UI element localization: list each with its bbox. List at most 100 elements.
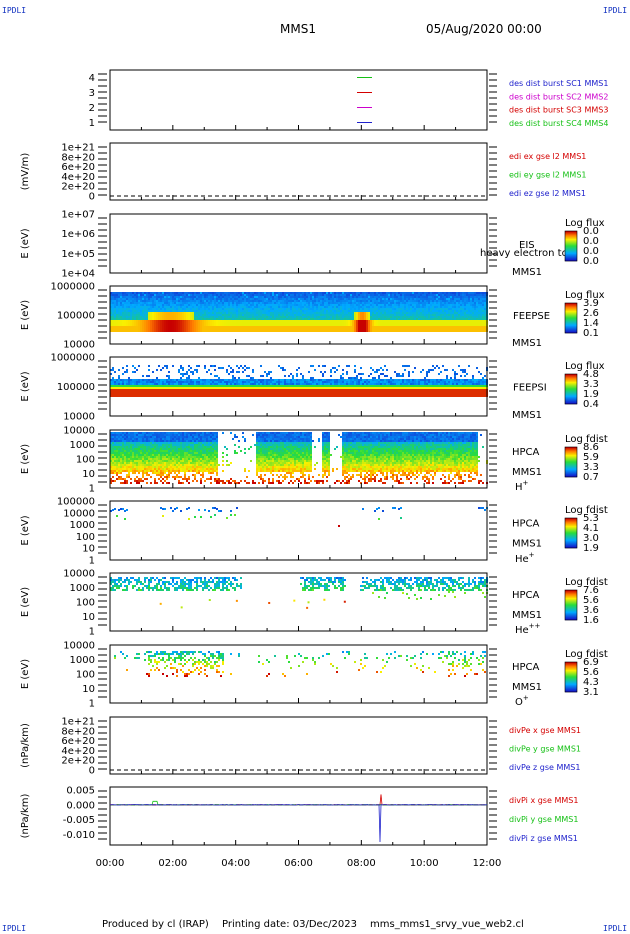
feeps-e-cell bbox=[212, 312, 214, 314]
feeps-e-cell bbox=[202, 292, 204, 294]
feeps-e-cell bbox=[208, 324, 210, 326]
feeps-e-cell bbox=[450, 292, 452, 294]
feeps-i-cell bbox=[266, 391, 268, 393]
feeps-e-cell bbox=[156, 294, 158, 296]
feeps-e-cell bbox=[402, 316, 404, 318]
feeps-e-cell bbox=[268, 292, 270, 294]
feeps-i-cell bbox=[192, 371, 194, 373]
feeps-e-cell bbox=[146, 326, 148, 328]
feeps-e-cell bbox=[180, 322, 182, 324]
feeps-e-cell bbox=[144, 316, 146, 318]
feeps-i-cell bbox=[110, 389, 112, 391]
feeps-i-cell bbox=[292, 385, 294, 387]
feeps-i-cell bbox=[260, 387, 262, 389]
feeps-e-cell bbox=[392, 304, 394, 306]
feeps-e-cell bbox=[382, 322, 384, 324]
feeps-i-cell bbox=[290, 383, 292, 385]
feeps-i-cell bbox=[172, 383, 174, 385]
feeps-e-cell bbox=[188, 298, 190, 300]
feeps-e-cell bbox=[330, 328, 332, 330]
feeps-e-cell bbox=[182, 322, 184, 324]
feeps-e-cell bbox=[166, 314, 168, 316]
feeps-e-cell bbox=[444, 296, 446, 298]
feeps-e-cell bbox=[334, 302, 336, 304]
feeps-e-cell bbox=[196, 322, 198, 324]
feeps-e-cell bbox=[330, 314, 332, 316]
feeps-e-cell bbox=[342, 306, 344, 308]
feeps-i-cell bbox=[178, 387, 180, 389]
feeps-e-cell bbox=[290, 320, 292, 322]
feeps-e-cell bbox=[180, 292, 182, 294]
feeps-e-cell bbox=[394, 312, 396, 314]
feeps-e-cell bbox=[328, 326, 330, 328]
feeps-e-cell bbox=[124, 308, 126, 310]
feeps-e-cell bbox=[142, 294, 144, 296]
feeps-e-cell bbox=[422, 310, 424, 312]
feeps-e-cell bbox=[308, 312, 310, 314]
feeps-e-cell bbox=[204, 296, 206, 298]
feeps-e-cell bbox=[220, 316, 222, 318]
feeps-e-cell bbox=[288, 322, 290, 324]
feeps-i-cell bbox=[184, 395, 186, 397]
feeps-e-cell bbox=[458, 306, 460, 308]
feeps-e-cell bbox=[326, 310, 328, 312]
feeps-e-cell bbox=[210, 302, 212, 304]
edi-e-field-ytick-label: 2e+20 bbox=[61, 182, 95, 193]
feeps-e-cell bbox=[338, 326, 340, 328]
feeps-i-cell bbox=[134, 395, 136, 397]
feeps-e-cell bbox=[456, 302, 458, 304]
feeps-e-cell bbox=[382, 326, 384, 328]
feeps-e-cell bbox=[168, 330, 170, 332]
feeps-i-cell bbox=[140, 385, 142, 387]
feeps-e-cell bbox=[236, 326, 238, 328]
feeps-e-cell bbox=[116, 304, 118, 306]
feeps-e-cell bbox=[368, 324, 370, 326]
feeps-e-cell bbox=[374, 294, 376, 296]
feeps-e-cell bbox=[176, 302, 178, 304]
eis-cbar-cell bbox=[565, 234, 577, 236]
feeps-e-cell bbox=[298, 296, 300, 298]
feeps-e-cell bbox=[404, 318, 406, 320]
feeps-e-cell bbox=[150, 310, 152, 312]
feeps-e-cell bbox=[150, 318, 152, 320]
feeps-e-cell bbox=[250, 320, 252, 322]
feeps-e-cell bbox=[194, 300, 196, 302]
feeps-e-cell bbox=[390, 296, 392, 298]
feeps-e-cell bbox=[262, 306, 264, 308]
feeps-e-cell bbox=[164, 316, 166, 318]
feeps-e-cell bbox=[140, 312, 142, 314]
feeps-e-cell bbox=[200, 326, 202, 328]
feeps-i-cell bbox=[208, 385, 210, 387]
feeps-e-cell bbox=[410, 308, 412, 310]
feeps-e-cell bbox=[222, 302, 224, 304]
feeps-i-cell bbox=[238, 381, 240, 383]
feeps-e-cell bbox=[126, 310, 128, 312]
feeps-e-cell bbox=[122, 306, 124, 308]
feeps-e-cell bbox=[208, 304, 210, 306]
feeps-e-cell bbox=[192, 300, 194, 302]
feeps-i-cell bbox=[236, 383, 238, 385]
feeps-e-cell bbox=[442, 324, 444, 326]
feeps-e-cell bbox=[254, 322, 256, 324]
feeps-e-cell bbox=[160, 324, 162, 326]
feeps-i-cell bbox=[232, 381, 234, 383]
feeps-e-cell bbox=[132, 324, 134, 326]
feeps-i-cell bbox=[120, 385, 122, 387]
feeps-e-cell bbox=[296, 322, 298, 324]
feeps-e-cell bbox=[178, 310, 180, 312]
feeps-e-cell bbox=[366, 312, 368, 314]
feeps-e-cell bbox=[156, 306, 158, 308]
feeps-e-cell bbox=[220, 306, 222, 308]
feeps-e-cell bbox=[484, 300, 486, 302]
feeps-e-cell bbox=[424, 330, 426, 332]
feeps-i-cell bbox=[182, 391, 184, 393]
feeps-e-cell bbox=[312, 320, 314, 322]
feeps-e-cell bbox=[384, 292, 386, 294]
feeps-e-cell bbox=[434, 294, 436, 296]
feeps-e-spectrogram bbox=[110, 292, 488, 332]
feeps-e-cell bbox=[426, 298, 428, 300]
feeps-e-cell bbox=[226, 298, 228, 300]
feeps-e-cell bbox=[386, 306, 388, 308]
feeps-i-cell bbox=[212, 385, 214, 387]
feeps-e-cell bbox=[456, 310, 458, 312]
